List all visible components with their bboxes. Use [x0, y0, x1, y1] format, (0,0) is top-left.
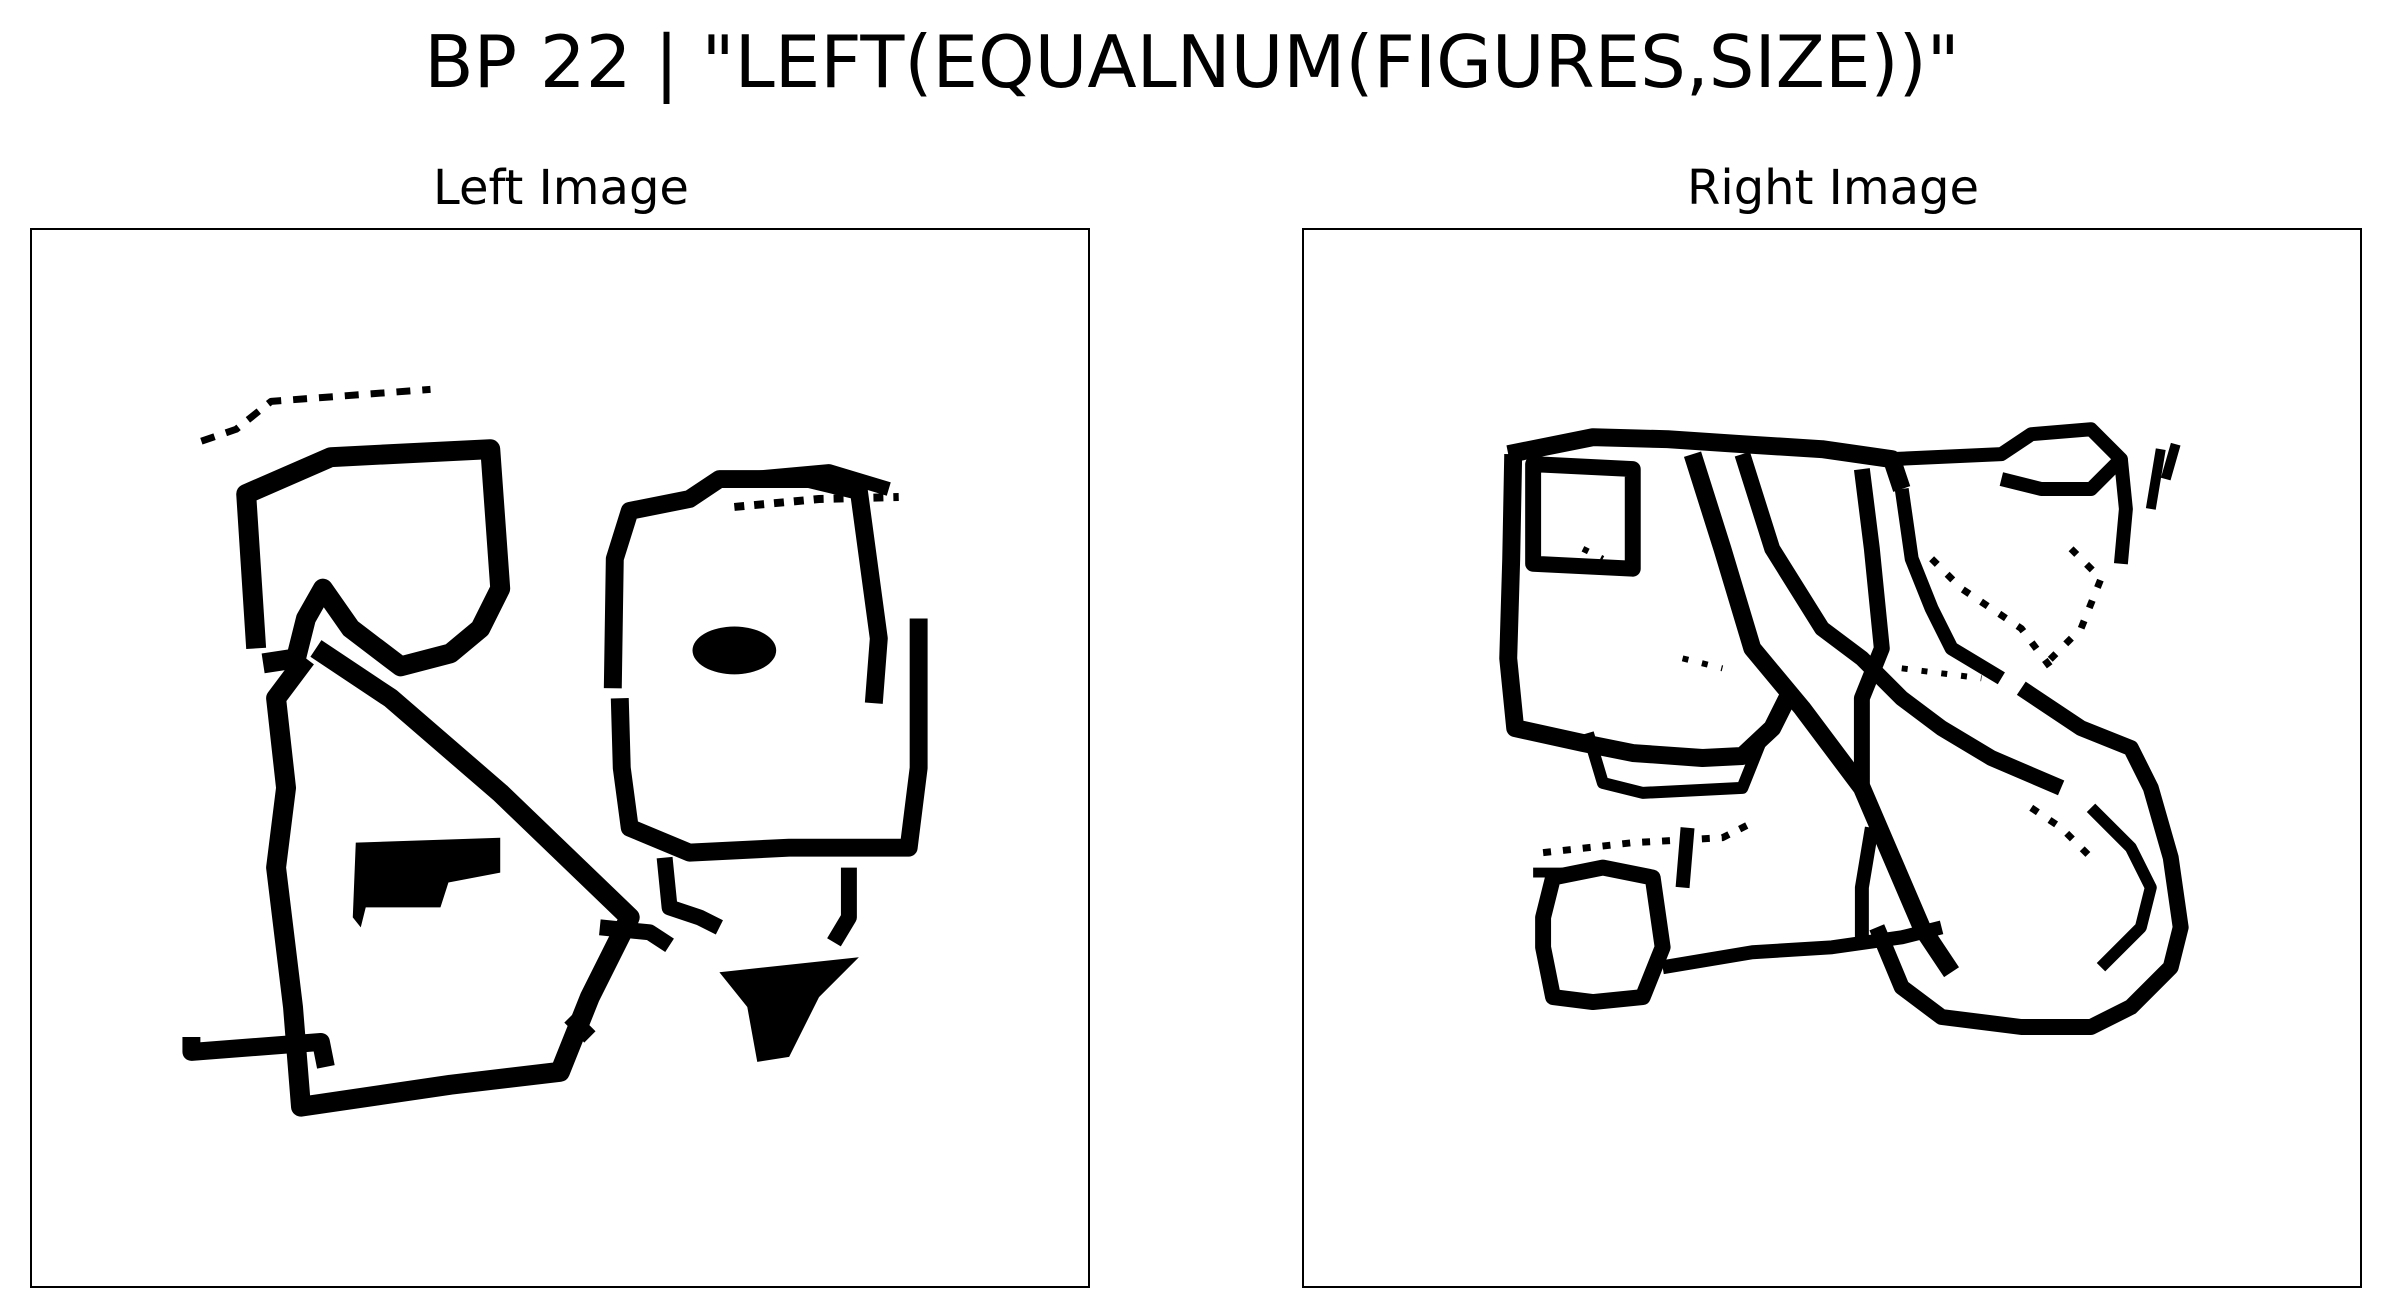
left-triangle-outline [266, 640, 640, 1117]
left-image-drawing [182, 385, 928, 1117]
figure-title: BP 22 | "LEFT(EQUALNUM(FIGURES,SIZE))" [424, 20, 1960, 104]
right-image-drawing [1499, 422, 2189, 1035]
left-filled-triangle [719, 957, 859, 1062]
right-dotted-stroke-4 [1581, 546, 1982, 682]
right-center-band-edge [1894, 488, 2005, 685]
left-bottom-tail [182, 1032, 335, 1069]
right-panel-title: Right Image [1687, 160, 1979, 216]
right-inner-square [1525, 456, 1641, 577]
left-triangle-tip [564, 919, 674, 1043]
left-filled-rectangle [352, 837, 501, 928]
left-dotted-stroke [733, 493, 899, 511]
right-curved-outline-inner [2086, 803, 2157, 972]
right-dotted-stroke-1 [1542, 819, 1754, 857]
right-dotted-stroke-3 [2029, 546, 2105, 861]
left-upper-outline [236, 439, 511, 677]
right-upper-loop-arc [2113, 458, 2133, 565]
left-panel-title: Left Image [433, 160, 689, 216]
right-curved-outline [1869, 681, 2189, 1035]
right-lower-oval [1535, 859, 1671, 1011]
right-lower-cup [1582, 731, 1768, 799]
right-dotted-stroke-2 [1929, 556, 2054, 671]
left-quadrilateral-legs [656, 856, 857, 947]
right-lower-spine [1675, 826, 1879, 948]
right-image-panel [1302, 228, 2362, 1288]
left-quadrilateral-top [718, 464, 891, 496]
right-upper-loop [1891, 422, 2128, 496]
left-filled-blob [692, 626, 777, 675]
right-bottom-line [1661, 920, 1944, 975]
right-diagonal-band-edge [1734, 451, 2065, 796]
right-spike [2145, 442, 2181, 510]
left-image-panel [30, 228, 1090, 1288]
right-diagonal-band [1683, 451, 1960, 978]
left-dashed-stroke [200, 385, 431, 445]
right-center-band [1853, 468, 1890, 788]
